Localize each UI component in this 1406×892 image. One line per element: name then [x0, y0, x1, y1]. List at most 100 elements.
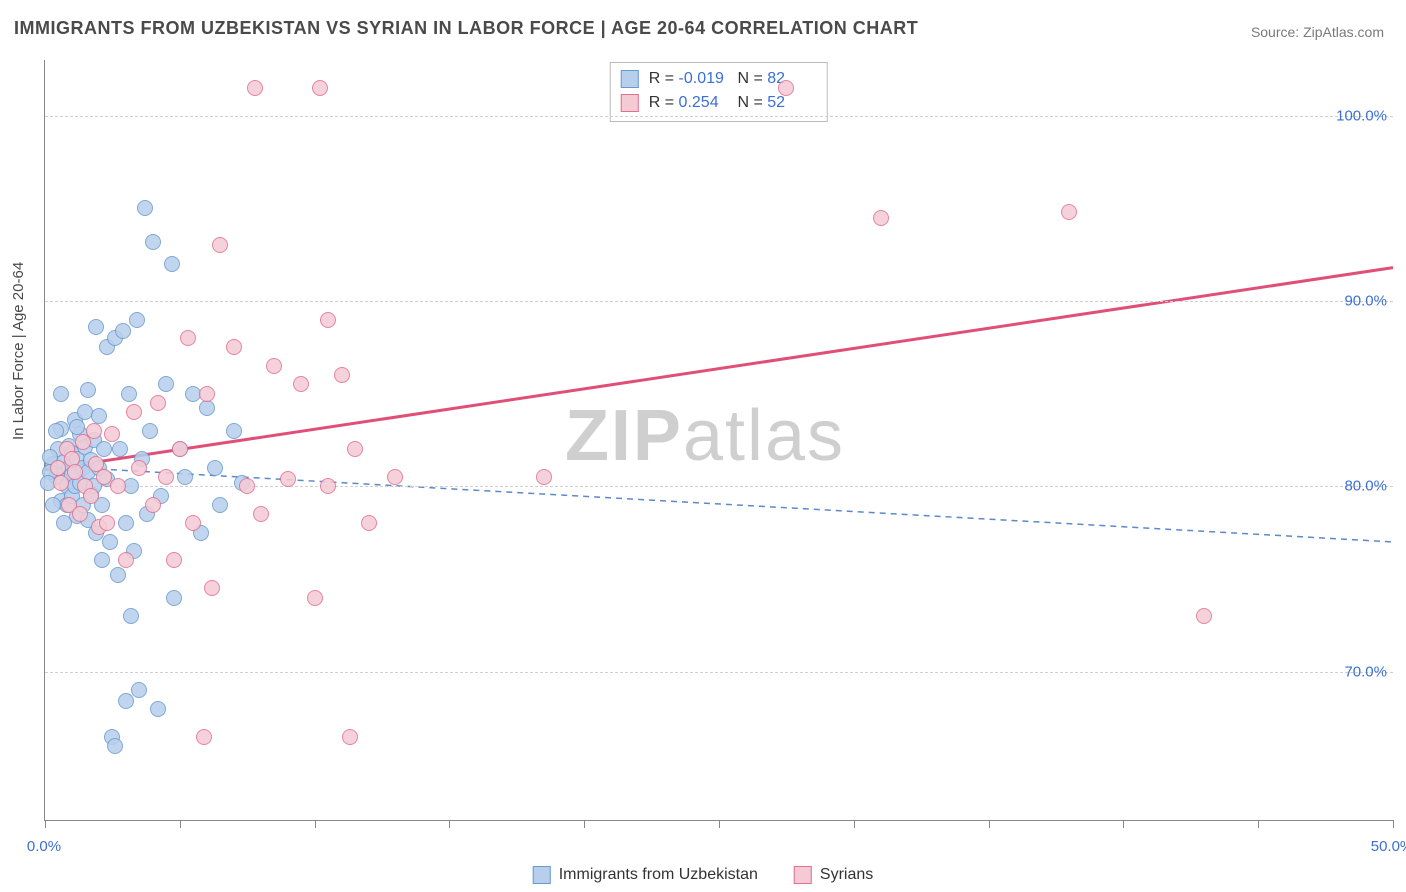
scatter-point — [137, 200, 153, 216]
trend-line — [45, 268, 1393, 470]
scatter-point — [145, 497, 161, 513]
scatter-point — [118, 552, 134, 568]
scatter-point — [873, 210, 889, 226]
scatter-point — [150, 701, 166, 717]
chart-title: IMMIGRANTS FROM UZBEKISTAN VS SYRIAN IN … — [14, 18, 918, 39]
x-tick — [449, 820, 450, 828]
legend-item: Immigrants from Uzbekistan — [533, 866, 758, 884]
scatter-point — [115, 323, 131, 339]
scatter-point — [199, 400, 215, 416]
legend-label: Immigrants from Uzbekistan — [559, 866, 758, 884]
scatter-point — [226, 423, 242, 439]
scatter-point — [166, 590, 182, 606]
scatter-point — [121, 386, 137, 402]
x-tick — [45, 820, 46, 828]
scatter-point — [293, 376, 309, 392]
scatter-point — [164, 256, 180, 272]
scatter-point — [247, 80, 263, 96]
scatter-point — [212, 497, 228, 513]
x-tick — [315, 820, 316, 828]
legend-swatch — [533, 866, 551, 884]
y-tick-label: 80.0% — [1344, 478, 1387, 495]
y-tick-label: 70.0% — [1344, 663, 1387, 680]
trend-lines — [45, 60, 1393, 820]
scatter-point — [166, 552, 182, 568]
scatter-point — [239, 478, 255, 494]
source-label: Source: ZipAtlas.com — [1251, 24, 1384, 40]
y-tick-label: 100.0% — [1336, 107, 1387, 124]
scatter-point — [226, 339, 242, 355]
scatter-point — [129, 312, 145, 328]
scatter-point — [266, 358, 282, 374]
scatter-point — [387, 469, 403, 485]
scatter-point — [86, 423, 102, 439]
legend-item: Syrians — [794, 866, 873, 884]
scatter-point — [53, 386, 69, 402]
scatter-point — [307, 590, 323, 606]
legend-bottom: Immigrants from Uzbekistan Syrians — [533, 866, 874, 884]
scatter-point — [312, 80, 328, 96]
scatter-point — [185, 515, 201, 531]
scatter-point — [280, 471, 296, 487]
scatter-point — [45, 497, 61, 513]
scatter-point — [118, 515, 134, 531]
x-tick — [1258, 820, 1259, 828]
scatter-point — [196, 729, 212, 745]
scatter-point — [88, 319, 104, 335]
x-tick — [1393, 820, 1394, 828]
scatter-point — [180, 330, 196, 346]
scatter-point — [48, 423, 64, 439]
scatter-point — [69, 419, 85, 435]
scatter-point — [342, 729, 358, 745]
scatter-point — [212, 237, 228, 253]
plot-area: ZIPatlas R = -0.019 N = 82R = 0.254 N = … — [44, 60, 1393, 821]
scatter-point — [112, 441, 128, 457]
x-tick — [719, 820, 720, 828]
scatter-point — [172, 441, 188, 457]
scatter-point — [320, 478, 336, 494]
scatter-point — [347, 441, 363, 457]
scatter-point — [145, 234, 161, 250]
legend-stats-text: R = 0.254 N = 52 — [649, 91, 817, 115]
scatter-point — [150, 395, 166, 411]
scatter-point — [158, 376, 174, 392]
scatter-point — [778, 80, 794, 96]
scatter-point — [177, 469, 193, 485]
scatter-point — [94, 552, 110, 568]
scatter-point — [110, 567, 126, 583]
legend-label: Syrians — [820, 866, 873, 884]
scatter-point — [253, 506, 269, 522]
scatter-point — [320, 312, 336, 328]
scatter-point — [131, 682, 147, 698]
legend-swatch — [621, 94, 639, 112]
x-tick — [989, 820, 990, 828]
gridline — [45, 116, 1393, 117]
scatter-point — [1196, 608, 1212, 624]
scatter-point — [131, 460, 147, 476]
scatter-point — [53, 475, 69, 491]
y-axis-label: In Labor Force | Age 20-64 — [10, 262, 27, 440]
scatter-point — [96, 441, 112, 457]
scatter-point — [80, 382, 96, 398]
scatter-point — [99, 515, 115, 531]
x-tick — [1123, 820, 1124, 828]
legend-swatch — [794, 866, 812, 884]
scatter-point — [83, 488, 99, 504]
x-tick — [854, 820, 855, 828]
scatter-point — [104, 426, 120, 442]
scatter-point — [536, 469, 552, 485]
scatter-point — [361, 515, 377, 531]
gridline — [45, 301, 1393, 302]
legend-stats-box: R = -0.019 N = 82R = 0.254 N = 52 — [610, 62, 828, 122]
scatter-point — [72, 506, 88, 522]
scatter-point — [158, 469, 174, 485]
scatter-point — [1061, 204, 1077, 220]
x-tick — [180, 820, 181, 828]
scatter-point — [67, 464, 83, 480]
scatter-point — [207, 460, 223, 476]
scatter-point — [199, 386, 215, 402]
scatter-point — [118, 693, 134, 709]
x-tick-label: 0.0% — [27, 838, 61, 855]
scatter-point — [110, 478, 126, 494]
y-tick-label: 90.0% — [1344, 292, 1387, 309]
